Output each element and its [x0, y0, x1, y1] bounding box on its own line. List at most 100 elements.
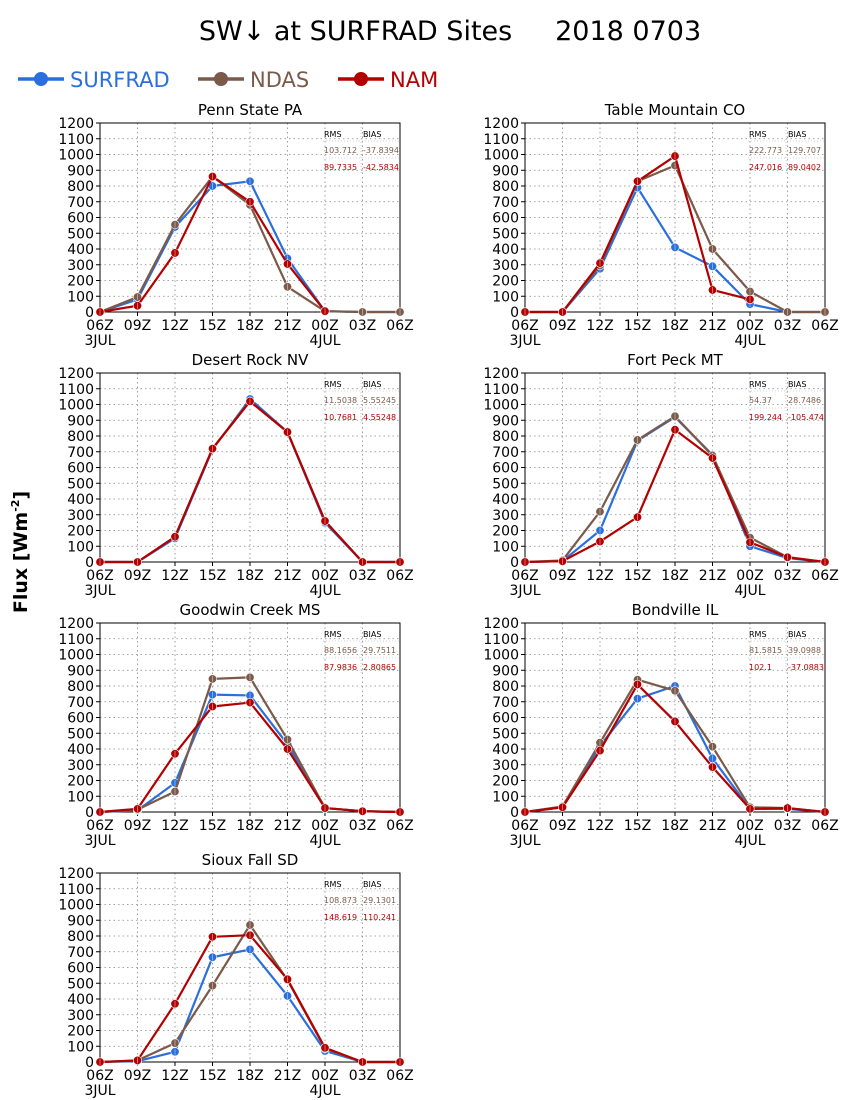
stats-header-rms: RMS [324, 880, 342, 889]
x-tick-label: 06Z [386, 318, 413, 334]
x-tick-label: 15Z [199, 1068, 226, 1084]
stats-header-rms: RMS [324, 630, 342, 639]
y-tick-label: 400 [67, 492, 94, 508]
y-tick-label: 900 [492, 163, 519, 179]
panel-title: Sioux Fall SD [202, 851, 299, 869]
y-tick-label: 0 [85, 1055, 94, 1071]
x-tick-label: 15Z [199, 318, 226, 334]
x-tick-label: 06Z [511, 568, 538, 584]
y-tick-label: 300 [67, 758, 94, 774]
y-tick-label: 1200 [483, 366, 519, 382]
y-tick-label: 900 [67, 413, 94, 429]
x-tick-label: 21Z [699, 818, 726, 834]
series-nam [520, 151, 755, 317]
y-tick-label: 600 [67, 461, 94, 477]
x-tick-label: 00Z [736, 818, 763, 834]
x-tick-label: 21Z [699, 318, 726, 334]
x-tick-label: 06Z [386, 568, 413, 584]
y-tick-label: 700 [67, 695, 94, 711]
y-tick-label: 200 [492, 274, 519, 290]
x-tick-label: 00Z [311, 318, 338, 334]
stats-box: RMS BIAS 54.37 28.7486 199.244 -105.474 [748, 377, 825, 425]
y-tick-label: 600 [492, 211, 519, 227]
x-tick-label: 03Z [349, 568, 376, 584]
series-ndas [520, 411, 830, 567]
y-tick-label: 400 [492, 242, 519, 258]
y-tick-label: 800 [67, 179, 94, 195]
y-tick-label: 100 [492, 789, 519, 805]
y-tick-label: 100 [67, 539, 94, 555]
y-tick-label: 1200 [58, 866, 94, 882]
y-tick-label: 1000 [58, 148, 94, 164]
stats-nam-bias: 2.80865 [363, 663, 396, 672]
x-tick-label: 21Z [274, 568, 301, 584]
y-tick-label: 500 [67, 976, 94, 992]
y-tick-label: 100 [67, 1039, 94, 1055]
series-nam [95, 930, 405, 1067]
panel-penn-state-pa: Penn State PA 010020030040050060070080090… [58, 101, 413, 349]
y-tick-label: 1200 [58, 366, 94, 382]
x-tick-label: 18Z [661, 818, 688, 834]
series-nam [95, 396, 405, 567]
y-tick-label: 400 [67, 742, 94, 758]
stats-header-bias: BIAS [363, 880, 381, 889]
x-tick-label: 06Z [86, 318, 113, 334]
y-tick-label: 900 [67, 913, 94, 929]
y-tick-label: 600 [67, 961, 94, 977]
date-label: 4JUL [309, 583, 340, 599]
y-tick-label: 1200 [483, 116, 519, 132]
y-tick-label: 800 [492, 429, 519, 445]
y-tick-label: 900 [492, 663, 519, 679]
x-tick-label: 06Z [86, 1068, 113, 1084]
stats-box: RMS BIAS 88.1656 29.7511 87.9836 2.80865 [323, 627, 400, 675]
legend: SURFRAD NDAS NAM [18, 68, 438, 92]
panel-title: Desert Rock NV [192, 351, 309, 369]
stats-ndas-bias: 29.1301 [363, 896, 396, 905]
stats-header-rms: RMS [324, 130, 342, 139]
x-tick-label: 00Z [311, 818, 338, 834]
legend-marker-ndas [214, 72, 228, 86]
y-tick-label: 1000 [58, 898, 94, 914]
y-tick-label: 700 [67, 945, 94, 961]
figure-title: SW↓ at SURFRAD Sites 2018 0703 [199, 16, 701, 47]
x-tick-label: 18Z [236, 818, 263, 834]
y-axis-label: Flux [Wm-2] [9, 491, 32, 613]
stats-ndas-bias: 28.7486 [788, 396, 821, 405]
stats-nam-bias: -37.0883 [788, 663, 824, 672]
stats-nam-bias: -105.474 [788, 413, 824, 422]
date-label: 3JUL [509, 833, 540, 849]
stats-box: RMS BIAS 103.712 -37.8394 89.7335 -42.5834 [323, 127, 400, 175]
y-tick-label: 100 [67, 289, 94, 305]
y-tick-label: 300 [67, 508, 94, 524]
y-tick-label: 200 [67, 774, 94, 790]
y-tick-label: 1200 [58, 616, 94, 632]
y-tick-label: 900 [492, 413, 519, 429]
y-tick-label: 1100 [58, 882, 94, 898]
x-tick-label: 09Z [549, 318, 576, 334]
y-tick-label: 400 [67, 242, 94, 258]
panel-desert-rock-nv: Desert Rock NV 01002003004005006007008009… [58, 351, 413, 599]
x-tick-label: 12Z [161, 1068, 188, 1084]
date-label: 4JUL [309, 833, 340, 849]
y-tick-label: 1100 [483, 382, 519, 398]
stats-nam-rms: 199.244 [749, 413, 782, 422]
x-tick-label: 18Z [236, 568, 263, 584]
x-tick-label: 06Z [386, 1068, 413, 1084]
stats-box: RMS BIAS 222.773 129.707 247.016 89.0402 [748, 127, 825, 175]
y-tick-label: 1100 [58, 632, 94, 648]
x-tick-label: 21Z [274, 318, 301, 334]
y-tick-label: 800 [67, 679, 94, 695]
date-label: 3JUL [84, 833, 115, 849]
stats-box: RMS BIAS 108.873 29.1301 148.619 110.241 [323, 877, 400, 925]
stats-header-rms: RMS [749, 130, 767, 139]
stats-nam-rms: 89.7335 [324, 163, 357, 172]
y-tick-label: 100 [67, 789, 94, 805]
series-nam [95, 172, 330, 317]
panel-title: Bondville IL [632, 601, 719, 619]
series-ndas [520, 161, 830, 317]
stats-ndas-rms: 54.37 [749, 396, 772, 405]
x-tick-label: 15Z [199, 818, 226, 834]
y-tick-label: 500 [492, 226, 519, 242]
panel-table-mountain-co: Table Mountain CO01002003004005006007008… [483, 101, 838, 349]
y-tick-label: 700 [67, 195, 94, 211]
